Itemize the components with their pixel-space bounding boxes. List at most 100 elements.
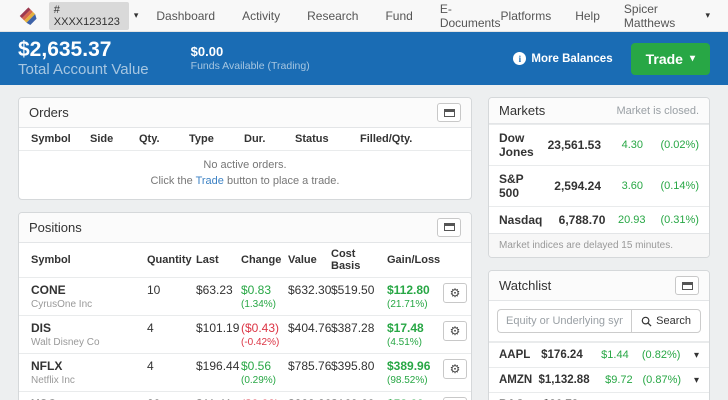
position-gain: $112.80 <box>387 282 430 297</box>
index-value: 23,561.53 <box>547 138 601 152</box>
watchlist-change-pct: (0.82%) <box>641 349 681 361</box>
funds-available: $0.00 Funds Available (Trading) <box>191 44 310 72</box>
account-number: # XXXX123123 <box>48 1 129 30</box>
column-header: Quantity <box>147 253 192 266</box>
card-icon <box>443 108 455 117</box>
positions-panel-options-button[interactable] <box>437 217 461 237</box>
more-balances-link[interactable]: i More Balances <box>513 52 613 65</box>
position-company-name: Walt Disney Co <box>31 336 100 348</box>
user-menu[interactable]: Spicer Matthews ▾ <box>624 2 710 30</box>
position-cost-basis: $395.80 <box>331 352 387 392</box>
nav-right: Platforms Help Spicer Matthews ▾ <box>501 2 710 30</box>
nav-item-research[interactable]: Research <box>307 8 359 23</box>
brand-logo-icon[interactable] <box>18 6 39 26</box>
index-change-pct: (0.02%) <box>660 139 699 151</box>
market-index-row: Nasdaq 6,788.70 20.93 (0.31%) <box>489 206 709 233</box>
markets-delay-note: Market indices are delayed 15 minutes. <box>489 233 709 257</box>
account-selector[interactable]: # XXXX123123 ▾ <box>48 1 138 30</box>
position-symbol: NFLX <box>31 358 63 373</box>
nav-menu: Dashboard Activity Research Fund E-Docum… <box>156 2 500 30</box>
index-change: 20.93 <box>617 214 646 226</box>
position-cost-basis: $169.60 <box>331 390 387 400</box>
index-name: Dow Jones <box>499 131 534 159</box>
column-header: Value <box>288 253 317 266</box>
orders-empty-line1: No active orders. <box>203 159 287 171</box>
position-symbol: DIS <box>31 320 52 335</box>
nav-item-help[interactable]: Help <box>575 8 600 23</box>
gear-icon: ⚙ <box>449 361 461 376</box>
index-change: 4.30 <box>621 139 643 151</box>
position-change-pct: (1.34%) <box>241 298 277 310</box>
nav-item-activity[interactable]: Activity <box>242 8 281 23</box>
orders-empty-text: button to place a trade. <box>226 174 340 187</box>
position-company-name: CyrusOne Inc <box>31 298 93 310</box>
total-account-value: $2,635.37 Total Account Value <box>18 39 149 78</box>
symbol-search-input[interactable] <box>497 309 632 333</box>
position-quantity: 10 <box>147 276 196 316</box>
position-settings-button[interactable]: ⚙ <box>443 282 467 303</box>
orders-empty-text: Click the <box>150 174 193 187</box>
index-value: 6,788.70 <box>558 213 606 227</box>
position-settings-button[interactable]: ⚙ <box>443 358 467 379</box>
trade-button[interactable]: Trade ▾ <box>630 42 710 75</box>
watchlist-symbol: AAPL <box>499 349 531 361</box>
search-button[interactable]: Search <box>631 309 701 333</box>
column-header: Symbol <box>31 253 71 266</box>
position-change: $0.56 <box>241 358 272 373</box>
watchlist-panel: Watchlist Search AAPL $176.24 $1.44 (0.8… <box>488 270 710 400</box>
top-navbar: # XXXX123123 ▾ Dashboard Activity Resear… <box>0 0 728 32</box>
watchlist-panel-title: Watchlist <box>499 278 552 293</box>
position-cost-basis: $519.50 <box>331 276 387 316</box>
position-quantity: 4 <box>147 314 196 354</box>
position-cost-basis: $387.28 <box>331 314 387 354</box>
column-header: Change <box>241 253 282 266</box>
position-settings-button[interactable]: ⚙ <box>443 320 467 341</box>
position-value: $632.30 <box>288 276 331 316</box>
position-gain: $17.48 <box>387 320 424 335</box>
orders-header-row: Symbol Side Qty. Type Dur. Status Filled… <box>19 128 471 150</box>
nav-item-platforms[interactable]: Platforms <box>500 8 552 23</box>
orders-empty-message: No active orders. Click the Trade button… <box>19 150 471 199</box>
caret-down-icon[interactable]: ▾ <box>693 349 699 361</box>
trade-link[interactable]: Trade <box>195 174 224 187</box>
index-change: 3.60 <box>621 180 643 192</box>
position-settings-button[interactable]: ⚙ <box>443 396 467 400</box>
orders-panel-title: Orders <box>29 105 69 120</box>
watchlist-row: AAPL $176.24 $1.44 (0.82%) ▾ <box>489 342 709 367</box>
watchlist-change: $9.72 <box>605 374 633 386</box>
position-last: $101.19 <box>196 314 241 354</box>
column-header: Last <box>196 253 219 266</box>
orders-panel-options-button[interactable] <box>437 103 461 122</box>
watchlist-panel-options-button[interactable] <box>675 276 699 295</box>
column-header: Filled/Qty. <box>360 133 413 145</box>
position-change: ($0.09) <box>241 397 286 400</box>
position-quantity: 20 <box>147 390 196 400</box>
markets-panel: Markets Market is closed. Dow Jones 23,5… <box>488 97 710 258</box>
trade-button-label: Trade <box>645 50 683 67</box>
card-icon <box>443 223 455 232</box>
position-row: DIS Walt Disney Co 4 $101.19 ($0.43) (-0… <box>19 314 471 354</box>
nav-item-dashboard[interactable]: Dashboard <box>156 8 216 23</box>
column-header: Type <box>189 133 214 145</box>
caret-down-icon: ▾ <box>689 52 695 64</box>
position-symbol: CONE <box>31 282 66 297</box>
position-quantity: 4 <box>147 352 196 392</box>
watchlist-price: $1,132.88 <box>538 374 590 386</box>
more-balances-label: More Balances <box>531 52 613 65</box>
orders-panel: Orders Symbol Side Qty. Type Dur. Status… <box>18 97 472 200</box>
position-row: NFLX Netflix Inc 4 $196.44 $0.56 (0.29%)… <box>19 352 471 392</box>
info-icon: i <box>513 52 527 65</box>
user-name: Spicer Matthews <box>623 1 676 30</box>
nav-item-fund[interactable]: Fund <box>385 8 413 23</box>
total-value-label: Total Account Value <box>18 61 149 79</box>
position-last: $11.41 <box>196 390 241 400</box>
funds-amount: $0.00 <box>190 44 224 60</box>
position-change-pct: (0.29%) <box>241 374 277 386</box>
markets-panel-title: Markets <box>499 103 546 118</box>
caret-down-icon[interactable]: ▾ <box>693 374 700 386</box>
nav-item-edocuments[interactable]: E-Documents <box>439 1 501 30</box>
watchlist-symbol: AMZN <box>499 374 533 386</box>
position-symbol: USO <box>31 397 145 400</box>
column-header: Gain/Loss <box>387 253 441 266</box>
watchlist-change-pct: (0.87%) <box>642 374 682 386</box>
